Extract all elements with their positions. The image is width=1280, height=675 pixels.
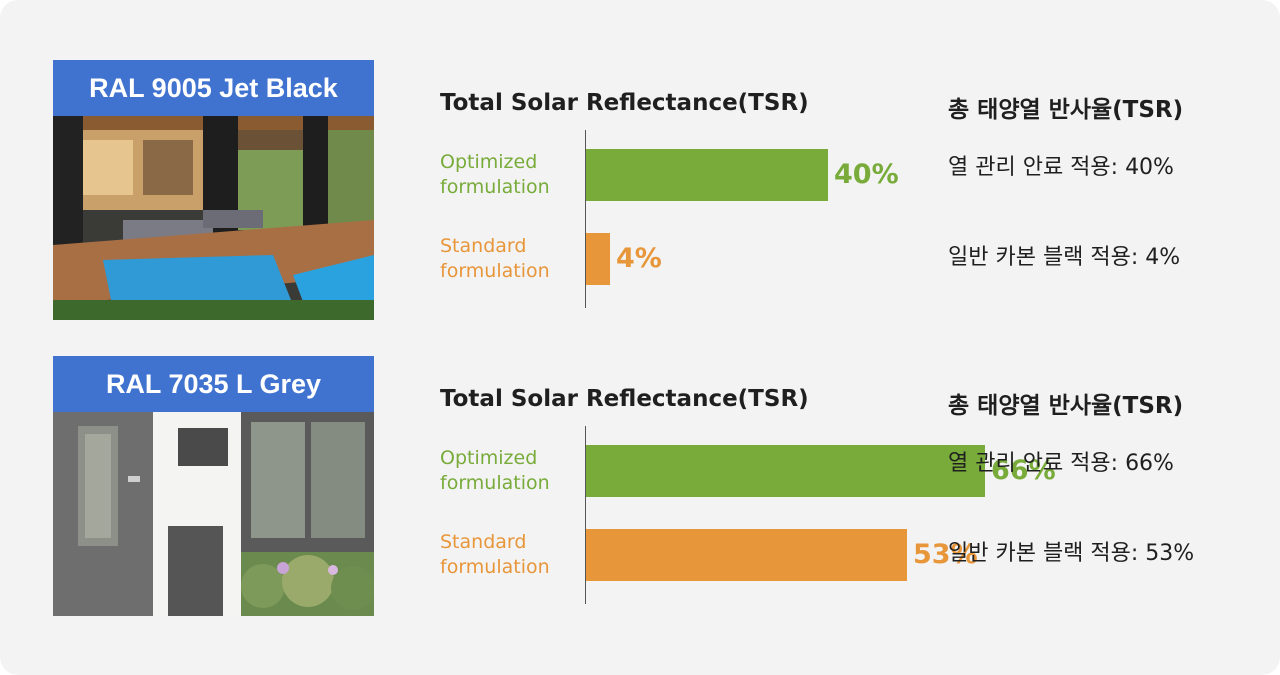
chart-title: Total Solar Reflectance(TSR) [440, 90, 809, 116]
korean-line-optimized: 열 관리 안료 적용: 40% [948, 155, 1174, 180]
light-grey-house-image: RAL 7035 L Grey [53, 356, 374, 616]
category-label-optimized: Optimized formulation [440, 151, 550, 198]
photo-label: RAL 9005 Jet Black [53, 60, 374, 116]
value-label-standard: 53% [913, 539, 978, 570]
jet-black-house-image: RAL 9005 Jet Black [53, 60, 374, 320]
korean-line-standard: 일반 카본 블랙 적용: 53% [948, 541, 1195, 566]
section-jet-black: RAL 9005 Jet Black Total Solar Reflectan… [0, 60, 1280, 320]
chart-title: Total Solar Reflectance(TSR) [440, 386, 809, 412]
korean-line-optimized: 열 관리 안료 적용: 66% [948, 451, 1174, 476]
bar-standard [586, 233, 610, 285]
korean-title: 총 태양열 반사율(TSR) [948, 97, 1184, 123]
bar-standard [586, 529, 907, 581]
category-label-standard: Standard formulation [440, 235, 550, 282]
axis-line [585, 426, 586, 604]
value-label-optimized: 66% [991, 455, 1056, 486]
category-label-optimized: Optimized formulation [440, 447, 550, 494]
photo-label: RAL 7035 L Grey [53, 356, 374, 412]
korean-title: 총 태양열 반사율(TSR) [948, 393, 1184, 419]
value-label-optimized: 40% [834, 159, 899, 190]
bar-optimized [586, 149, 828, 201]
bar-optimized [586, 445, 985, 497]
section-light-grey: RAL 7035 L Grey Total Solar Reflectance(… [0, 356, 1280, 616]
category-label-standard: Standard formulation [440, 531, 550, 578]
korean-line-standard: 일반 카본 블랙 적용: 4% [948, 245, 1181, 270]
axis-line [585, 130, 586, 308]
value-label-standard: 4% [616, 243, 662, 274]
